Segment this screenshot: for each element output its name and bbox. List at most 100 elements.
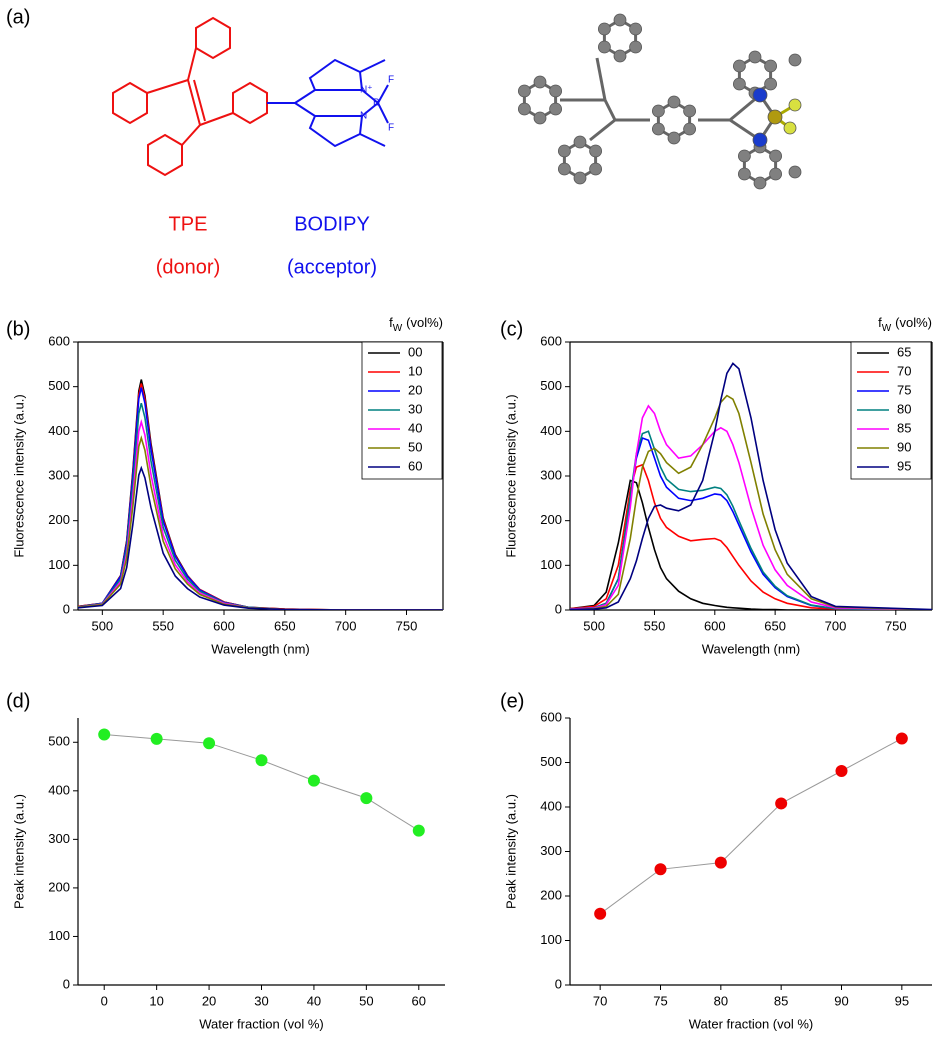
x-tick-label: 50	[359, 993, 373, 1008]
x-axis-label: Wavelength (nm)	[211, 641, 310, 656]
y-tick-label: 200	[540, 512, 562, 527]
y-tick-label: 400	[540, 423, 562, 438]
data-point	[775, 797, 787, 809]
y-tick-label: 0	[63, 601, 70, 616]
ball-stick-model	[518, 14, 801, 189]
x-tick-label: 750	[885, 618, 907, 633]
x-axis-label: Water fraction (vol %)	[199, 1016, 324, 1031]
legend-label: 20	[408, 382, 422, 397]
x-tick-label: 500	[91, 618, 113, 633]
y-tick-label: 200	[540, 887, 562, 902]
atom-label: N	[360, 111, 367, 122]
data-point	[594, 908, 606, 920]
x-tick-label: 80	[714, 993, 728, 1008]
donor-name: TPE	[169, 213, 208, 235]
x-tick-label: 85	[774, 993, 788, 1008]
x-tick-label: 95	[895, 993, 909, 1008]
legend-title-part: (vol%)	[406, 315, 443, 330]
panel-label: (e)	[500, 690, 524, 712]
data-point	[98, 729, 110, 741]
data-point	[151, 733, 163, 745]
legend-label: 40	[408, 420, 422, 435]
x-tick-label: 20	[202, 993, 216, 1008]
atom-label: B	[373, 98, 380, 109]
x-tick-label: 70	[593, 993, 607, 1008]
x-tick-label: 30	[254, 993, 268, 1008]
page: (a) N⁺ B F F N TPE (donor) BODIPY (accep…	[0, 0, 933, 1040]
legend-title-part: W	[393, 323, 403, 334]
y-tick-label: 0	[555, 976, 562, 991]
panel-label: (a)	[6, 6, 30, 28]
panel-label: (d)	[6, 690, 30, 712]
y-tick-label: 100	[48, 557, 70, 572]
y-axis-label: Fluorescence intensity (a.u.)	[503, 394, 518, 557]
y-tick-label: 400	[48, 782, 70, 797]
legend-title-part: (vol%)	[895, 315, 932, 330]
y-tick-label: 300	[540, 843, 562, 858]
y-tick-label: 600	[48, 333, 70, 348]
y-tick-label: 100	[48, 928, 70, 943]
y-tick-label: 100	[540, 932, 562, 947]
legend-label: 00	[408, 344, 422, 359]
atom-label: F	[388, 75, 394, 86]
figure: (a) N⁺ B F F N TPE (donor) BODIPY (accep…	[0, 0, 933, 1040]
legend-label: 10	[408, 363, 422, 378]
x-tick-label: 550	[152, 618, 174, 633]
legend-label: 50	[408, 439, 422, 454]
legend-title: fW(vol%)	[389, 315, 443, 333]
data-point	[203, 737, 215, 749]
acceptor-role: (acceptor)	[287, 256, 377, 278]
x-tick-label: 60	[412, 993, 426, 1008]
panel-label: (b)	[6, 318, 30, 340]
y-tick-label: 0	[63, 976, 70, 991]
x-tick-label: 600	[213, 618, 235, 633]
y-tick-label: 300	[540, 467, 562, 482]
legend-label: 85	[897, 420, 911, 435]
y-tick-label: 200	[48, 512, 70, 527]
x-tick-label: 700	[825, 618, 847, 633]
atom-label: N⁺	[360, 85, 373, 96]
data-point	[715, 857, 727, 869]
legend-label: 60	[408, 458, 422, 473]
y-tick-label: 100	[540, 557, 562, 572]
panel-label: (c)	[500, 318, 523, 340]
acceptor-name: BODIPY	[294, 213, 370, 235]
legend-title-part: W	[882, 323, 892, 334]
y-tick-label: 400	[540, 798, 562, 813]
y-tick-label: 200	[48, 879, 70, 894]
connector-line	[104, 735, 419, 831]
legend-label: 95	[897, 458, 911, 473]
y-tick-label: 500	[48, 734, 70, 749]
x-tick-label: 0	[101, 993, 108, 1008]
legend-label: 65	[897, 344, 911, 359]
y-tick-label: 500	[48, 378, 70, 393]
x-tick-label: 40	[307, 993, 321, 1008]
legend-label: 70	[897, 363, 911, 378]
data-point	[836, 765, 848, 777]
x-tick-label: 500	[583, 618, 605, 633]
x-tick-label: 90	[834, 993, 848, 1008]
data-point	[655, 863, 667, 875]
legend-label: 30	[408, 401, 422, 416]
y-axis-label: Peak intensity (a.u.)	[11, 794, 26, 909]
data-point	[413, 825, 425, 837]
x-tick-label: 650	[764, 618, 786, 633]
x-axis-label: Water fraction (vol %)	[689, 1016, 814, 1031]
y-axis-label: Fluorescence intensity (a.u.)	[11, 394, 26, 557]
y-axis-label: Peak intensity (a.u.)	[503, 794, 518, 909]
y-tick-label: 500	[540, 754, 562, 769]
y-tick-label: 600	[540, 333, 562, 348]
x-tick-label: 10	[149, 993, 163, 1008]
data-point	[360, 792, 372, 804]
x-tick-label: 550	[644, 618, 666, 633]
x-tick-label: 75	[653, 993, 667, 1008]
data-point	[256, 754, 268, 766]
y-tick-label: 300	[48, 467, 70, 482]
x-tick-label: 750	[396, 618, 418, 633]
atom-label: F	[388, 123, 394, 134]
y-tick-label: 300	[48, 831, 70, 846]
y-tick-label: 500	[540, 378, 562, 393]
legend-label: 75	[897, 382, 911, 397]
data-point	[308, 775, 320, 787]
legend-label: 80	[897, 401, 911, 416]
